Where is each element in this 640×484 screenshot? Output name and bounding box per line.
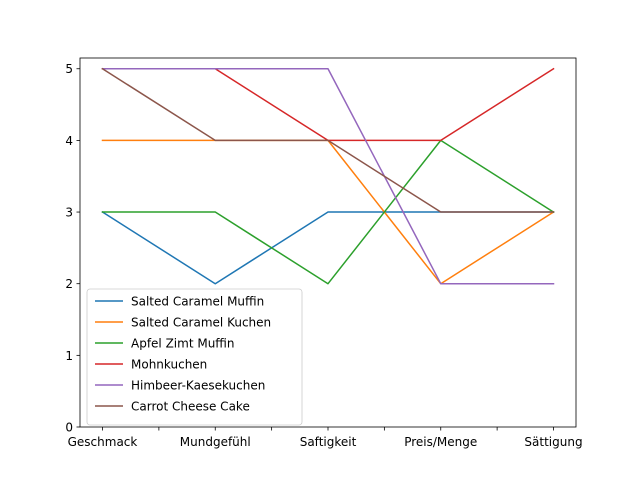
series-line-3 [101,139,555,285]
legend-label: Salted Caramel Kuchen [131,316,271,330]
legend-label: Mohnkuchen [131,358,207,372]
legend-label: Himbeer-Kaesekuchen [131,379,265,393]
series-line-5 [101,68,555,285]
x-tick-label: Geschmack [68,435,138,449]
y-tick-label: 5 [65,62,73,76]
series-lines [101,67,555,285]
y-tick-label: 0 [65,421,73,435]
tick-marks-and-labels: 0 1 2 3 4 5 Geschmack Mundgefühl Saftigkeit Preis… [65,62,582,449]
legend-label: Salted Caramel Muffin [131,295,264,309]
legend-label: Apfel Zimt Muffin [131,337,235,351]
legend-box [86,288,303,426]
y-tick-label: 3 [65,206,73,220]
x-tick-label: Mundgefühl [180,435,251,449]
y-tick-label: 2 [65,277,73,291]
y-tick-label: 4 [65,134,73,148]
x-tick-label: Sättigung [524,435,582,449]
legend: Salted Caramel Muffin Salted Caramel Kuch… [86,288,303,426]
x-tick-label: Preis/Menge [404,435,477,449]
x-tick-label: Saftigkeit [300,435,357,449]
y-tick-label: 1 [65,349,73,363]
series-line-6 [101,67,555,213]
legend-label: Carrot Cheese Cake [131,400,250,414]
